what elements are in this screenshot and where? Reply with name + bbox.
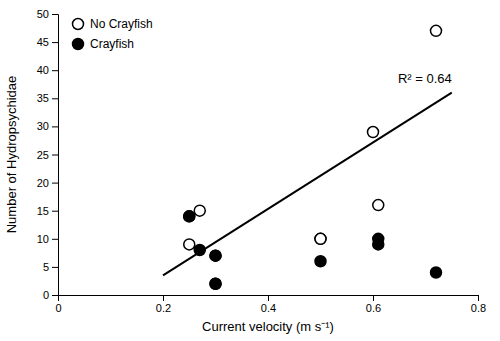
point: [368, 127, 379, 138]
point: [210, 250, 221, 261]
x-tick: 0: [55, 295, 61, 314]
x-tick: 0.2: [156, 295, 171, 314]
y-axis: 0 5 10 15 20 25 30 35 40 45 50: [37, 8, 59, 301]
legend: No Crayfish Crayfish: [73, 17, 153, 51]
y-tick-label: 5: [43, 261, 49, 273]
regression-line: [163, 93, 452, 276]
x-tick-label: 0: [55, 302, 61, 314]
y-tick: 5: [43, 261, 58, 273]
x-axis-line: [59, 296, 479, 302]
y-tick: 10: [37, 233, 58, 245]
point: [210, 278, 221, 289]
x-tick-label: 0.8: [471, 302, 486, 314]
x-tick: 0.8: [471, 295, 486, 314]
series-points: [184, 25, 442, 289]
y-tick-label: 40: [37, 64, 49, 76]
point: [431, 267, 442, 278]
y-tick-mark: [52, 239, 58, 240]
y-tick: 20: [37, 177, 58, 189]
y-tick-mark: [52, 155, 58, 156]
point: [210, 250, 221, 261]
x-tick: 0.4: [261, 295, 276, 314]
y-tick: 40: [37, 64, 58, 76]
y-tick-mark: [52, 126, 58, 127]
y-tick-label: 0: [43, 289, 49, 301]
y-axis-title: Number of Hydropsychidae: [4, 76, 19, 234]
y-tick-mark: [52, 70, 58, 71]
y-tick-label: 20: [37, 177, 49, 189]
y-tick: 35: [37, 92, 58, 104]
y-tick-mark: [52, 211, 58, 212]
point: [184, 211, 195, 222]
point: [431, 25, 442, 36]
legend-label: Crayfish: [90, 37, 134, 51]
point: [315, 233, 326, 244]
y-tick-mark: [52, 42, 58, 43]
legend-item: No Crayfish: [73, 17, 153, 31]
plot-area: 0 0.2 0.4 0.6 0.8 0 5 10 15 20 25 30 35 40 45 50 R² = 0.…: [37, 8, 486, 314]
y-tick-label: 45: [37, 36, 49, 48]
x-tick-label: 0.2: [156, 302, 171, 314]
point: [373, 233, 384, 244]
x-tick-mark: [478, 295, 479, 301]
x-tick-mark: [373, 295, 374, 301]
legend-item: Crayfish: [73, 37, 135, 51]
point: [184, 211, 195, 222]
y-tick-mark: [52, 14, 58, 15]
point: [210, 278, 221, 289]
x-tick-mark: [163, 295, 164, 301]
point: [373, 200, 384, 211]
y-tick-label: 15: [37, 205, 49, 217]
y-tick: 0: [43, 289, 58, 301]
point: [315, 233, 326, 244]
legend-label: No Crayfish: [90, 17, 153, 31]
point: [184, 239, 195, 250]
marks: [163, 25, 452, 289]
y-tick-mark: [52, 98, 58, 99]
x-axis: 0 0.2 0.4 0.6 0.8: [55, 295, 486, 314]
y-tick: 50: [37, 8, 58, 20]
y-tick-label: 25: [37, 149, 49, 161]
y-tick: 30: [37, 120, 58, 132]
y-tick-label: 35: [37, 92, 49, 104]
annotation: R² = 0.64: [398, 71, 452, 86]
point: [194, 205, 205, 216]
y-tick-label: 10: [37, 233, 49, 245]
point: [194, 245, 205, 256]
y-tick-mark: [52, 267, 58, 268]
y-tick-label: 30: [37, 120, 49, 132]
y-tick: 45: [37, 36, 58, 48]
legend-symbol: [73, 19, 84, 30]
y-tick: 25: [37, 149, 58, 161]
y-tick-mark: [52, 183, 58, 184]
x-tick-label: 0.6: [366, 302, 381, 314]
y-tick: 15: [37, 205, 58, 217]
x-tick-label: 0.4: [261, 302, 276, 314]
chart: 0 0.2 0.4 0.6 0.8 0 5 10 15 20 25 30 35 40 45 50 R² = 0.…: [0, 0, 500, 341]
series-points: [184, 211, 442, 289]
y-tick-mark: [52, 295, 58, 296]
x-tick-mark: [268, 295, 269, 301]
x-axis-title: Current velocity (m s⁻¹): [202, 319, 334, 334]
y-tick-label: 50: [37, 8, 49, 20]
y-axis-line: [52, 15, 59, 296]
legend-symbol: [73, 39, 84, 50]
point: [315, 256, 326, 267]
x-tick: 0.6: [366, 295, 381, 314]
